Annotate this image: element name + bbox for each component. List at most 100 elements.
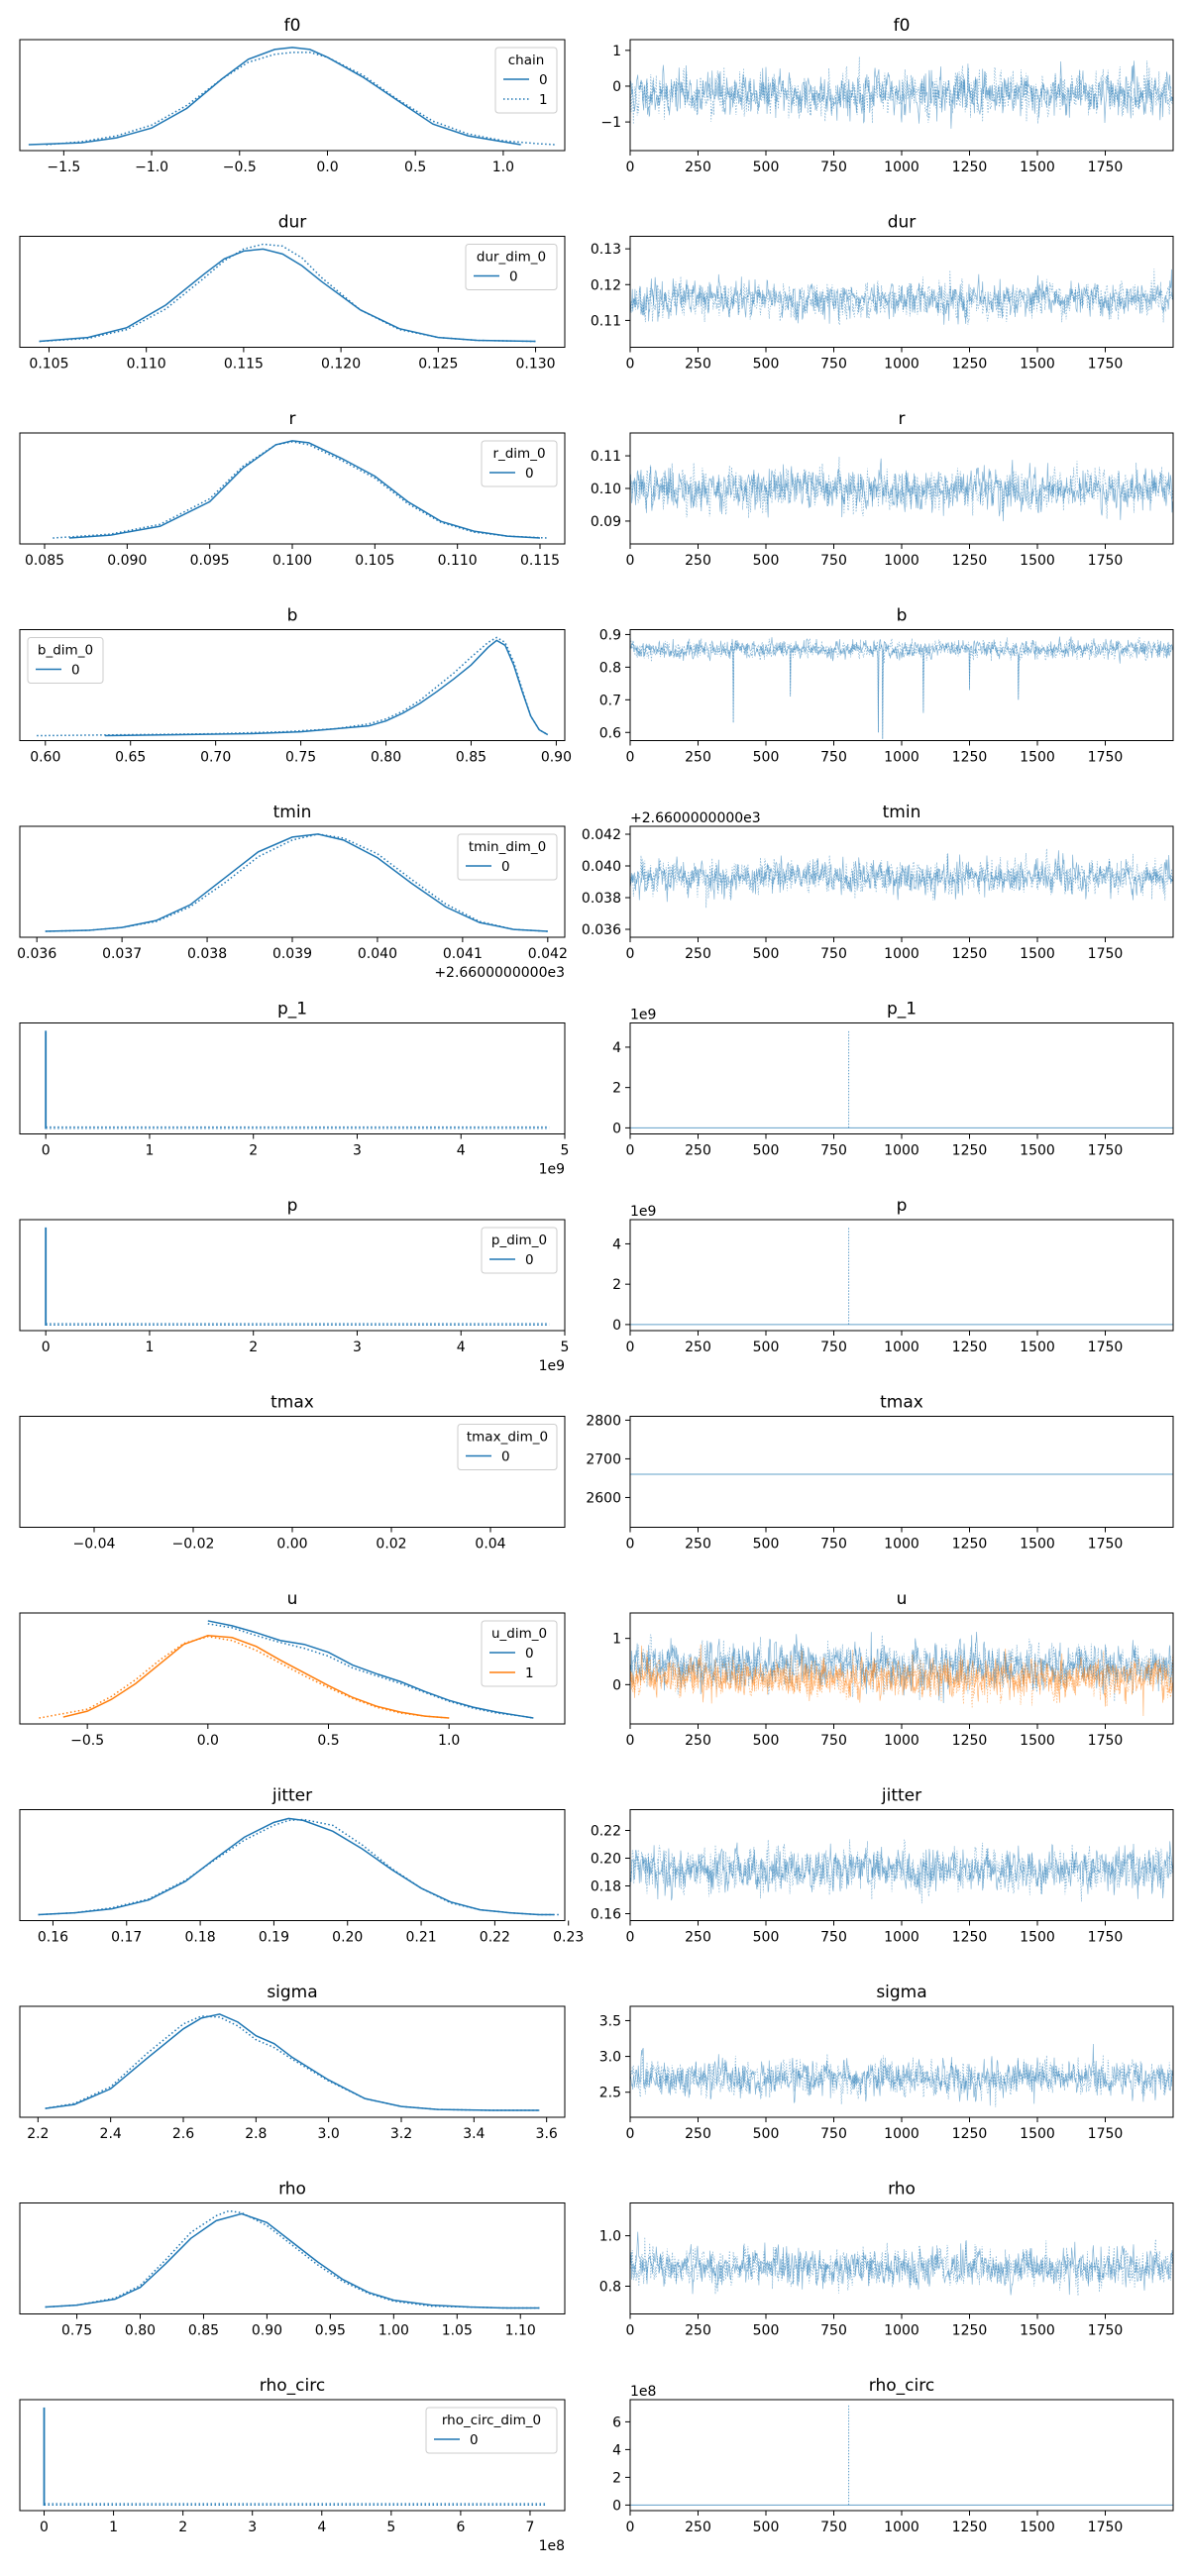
x-tick-label: 3.2 [390, 2126, 412, 2142]
kde-curve-0 [45, 2013, 540, 2111]
y-tick-label: 3.5 [599, 2013, 621, 2029]
axes-frame [19, 236, 566, 348]
y-tick-label: 0.22 [591, 1824, 621, 1840]
trace-chain-1 [630, 1634, 1173, 1702]
kde-title: f0 [284, 16, 301, 36]
y-tick-label: 0.7 [599, 693, 621, 708]
x-tick-label: 5 [561, 1143, 570, 1159]
x-tick-label: 1250 [952, 2323, 988, 2339]
trace-panel: p_1 0 250 500 750 1000 1250 1500 1750 0 2 4 1e9 [612, 1000, 1174, 1159]
x-tick-label: 0.23 [553, 1930, 584, 1946]
x-tick-label: 4 [457, 1340, 466, 1355]
x-tick-label: −0.02 [172, 1537, 215, 1553]
x-tick-label: 1750 [1088, 1143, 1124, 1159]
x-tick-label: 1500 [1020, 1143, 1055, 1159]
kde-panel: r 0.085 0.090 0.095 0.100 0.105 0.110 0.115 r_di… [19, 409, 566, 569]
y-tick-label: 4 [612, 1040, 621, 1056]
trace-chain-1 [630, 268, 1173, 326]
x-tick-label: 500 [753, 1930, 780, 1946]
x-tick-label: 500 [753, 1340, 780, 1355]
kde-plot-area [43, 2407, 548, 2507]
kde-plot-area [53, 440, 549, 539]
y-tick-label: 2700 [586, 1451, 621, 1467]
x-tick-label: 1250 [952, 1143, 988, 1159]
legend-box [481, 1227, 558, 1274]
x-tick-label: 1250 [952, 2520, 988, 2535]
y-tick-label: 0 [612, 79, 621, 95]
trace-plot-area [630, 2043, 1173, 2107]
x-tick-label: 6 [456, 2520, 465, 2535]
legend-label: 0 [525, 1252, 534, 1268]
y-offset-label: 1e8 [630, 2384, 656, 2400]
x-tick-label: 1750 [1088, 1733, 1124, 1749]
x-tick-label: 1500 [1020, 1733, 1055, 1749]
kde-curve-0 [28, 47, 521, 146]
kde-title: rho [278, 2180, 306, 2200]
x-tick-label: 1750 [1088, 160, 1124, 175]
y-offset-label: 1e9 [630, 1204, 656, 1220]
y-tick-label: 0 [612, 1318, 621, 1334]
x-tick-label: 1750 [1088, 946, 1124, 962]
axes-frame [19, 1416, 566, 1528]
x-tick-label: 0 [626, 1537, 635, 1553]
trace-chain-0 [630, 268, 1173, 325]
kde-panel: dur 0.105 0.110 0.115 0.120 0.125 0.130 dur_dim… [19, 213, 566, 373]
kde-panel: f0 −1.5 −1.0 −0.5 0.0 0.5 1.0 chain 0 1 [19, 16, 566, 175]
x-tick-label: 0.75 [61, 2323, 92, 2339]
kde-title: tmin [273, 803, 312, 822]
legend-title: p_dim_0 [491, 1233, 547, 1248]
legend-title: tmax_dim_0 [467, 1430, 548, 1446]
legend-label: 1 [525, 1665, 534, 1681]
legend-label: 0 [539, 72, 548, 88]
x-tick-label: 1000 [884, 1930, 919, 1946]
x-tick-label: 0.18 [185, 1930, 216, 1946]
y-tick-label: 2800 [586, 1413, 621, 1429]
y-tick-label: 3.0 [599, 2050, 621, 2066]
legend-label: 0 [501, 859, 510, 875]
y-tick-label: 0 [612, 2498, 621, 2514]
x-tick-label: 3.0 [318, 2126, 340, 2142]
axes-frame [19, 39, 566, 152]
kde-panel: jitter 0.16 0.17 0.18 0.19 0.20 0.21 0.22 0.23 [19, 1786, 584, 1946]
x-tick-label: 0.130 [515, 357, 555, 373]
x-tick-label: 250 [685, 357, 711, 373]
legend: r_dim_0 0 [481, 440, 558, 487]
kde-title: tmax [270, 1393, 314, 1413]
legend-title: dur_dim_0 [477, 250, 546, 266]
x-tick-label: 1750 [1088, 2126, 1124, 2142]
kde-plot-area [38, 1817, 562, 1916]
param-row-p: p 0 1 2 3 4 5 p_dim_0 0 1e9 p 0 250 500 750 1000 1250 150… [19, 1196, 1174, 1374]
trace-title: tmin [883, 803, 921, 822]
x-tick-label: 250 [685, 1143, 711, 1159]
legend: rho_circ_dim_0 0 [425, 2407, 558, 2454]
trace-panel: p 0 250 500 750 1000 1250 1500 1750 0 2 4 1e9 [612, 1196, 1174, 1355]
y-tick-label: 0.11 [591, 313, 621, 329]
x-tick-label: 1000 [884, 553, 919, 569]
trace-plot-area [630, 2405, 1173, 2506]
legend-box [457, 1424, 558, 1470]
axes-frame [629, 39, 1174, 152]
y-tick-label: 0 [612, 1121, 621, 1136]
axes-frame [19, 825, 566, 938]
x-tick-label: 0.125 [418, 357, 458, 373]
x-tick-label: 1000 [884, 946, 919, 962]
y-tick-label: 0.11 [591, 449, 621, 465]
axes-frame [629, 1022, 1174, 1134]
y-tick-label: 1 [612, 44, 621, 59]
kde-curve-1 [45, 833, 548, 932]
x-tick-label: 1250 [952, 750, 988, 766]
x-tick-label: 1500 [1020, 1930, 1055, 1946]
x-tick-label: 0.037 [102, 946, 142, 962]
param-row-r: r0.085 0.090 0.095 0.100 0.105 0.110 0.115r_di… [19, 409, 1174, 569]
y-offset-label: 1e9 [630, 1008, 656, 1023]
y-tick-label: 0.10 [591, 482, 621, 497]
legend-box [425, 2407, 558, 2454]
legend-label: 0 [501, 1449, 510, 1465]
legend-box [27, 637, 104, 684]
x-tick-label: 3.4 [463, 2126, 485, 2142]
legend-title: u_dim_0 [491, 1626, 547, 1642]
x-offset-label: 1e9 [539, 1358, 565, 1374]
legend-title: chain [508, 53, 545, 68]
param-row-b: b 0.60 0.65 0.70 0.75 0.80 0.85 0.90 b_dim_0 0 b 0 2… [19, 606, 1174, 766]
